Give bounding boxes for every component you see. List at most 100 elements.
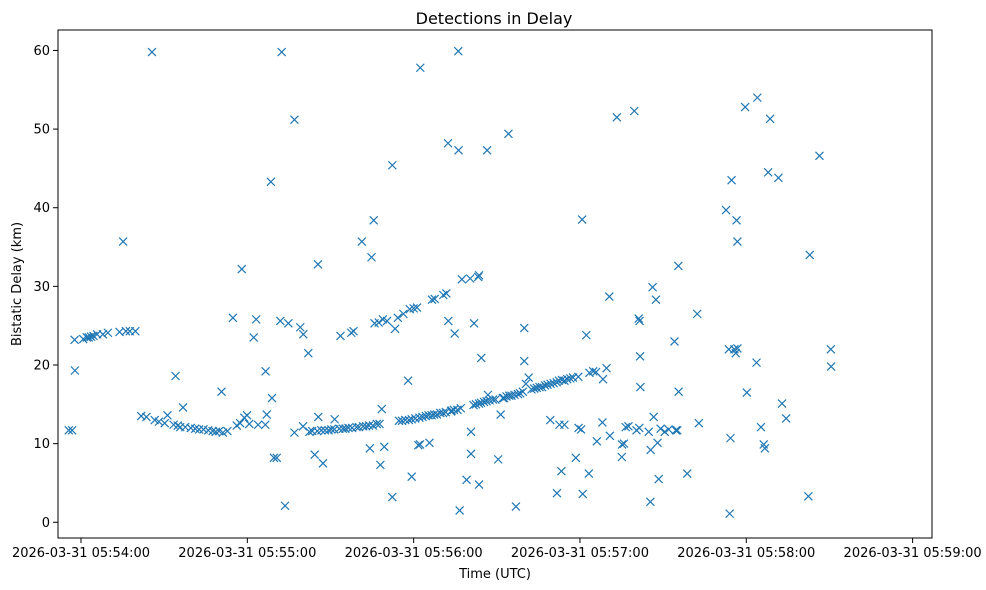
data-point <box>656 424 666 434</box>
data-point <box>171 371 180 381</box>
data-point <box>409 303 419 313</box>
data-point <box>398 309 408 319</box>
data-point <box>805 250 815 260</box>
data-point <box>482 145 492 155</box>
data-point <box>763 167 773 177</box>
data-point <box>694 418 704 428</box>
data-point <box>777 399 787 408</box>
data-point <box>726 433 735 443</box>
data-point <box>635 382 645 392</box>
data-point <box>147 47 157 57</box>
plot-area-frame <box>57 29 933 539</box>
data-point <box>644 427 654 437</box>
data-point <box>552 488 562 498</box>
x-axis-ticks: 2026-03-31 05:54:00 2026-03-31 05:55:00 20… <box>12 538 982 561</box>
data-point <box>673 261 683 271</box>
data-point <box>298 329 308 339</box>
data-point <box>653 438 663 448</box>
data-point <box>364 421 374 430</box>
data-point <box>592 436 602 446</box>
x-tick-label: 2026-03-31 05:55:00 <box>178 546 316 561</box>
data-point <box>499 393 509 403</box>
data-point <box>70 335 80 345</box>
data-point <box>313 259 323 269</box>
y-tick-label: 30 <box>33 280 50 295</box>
data-point <box>672 425 682 435</box>
y-tick-label: 60 <box>33 44 50 59</box>
data-point <box>103 328 113 338</box>
data-point <box>654 474 664 484</box>
data-point <box>154 417 164 427</box>
data-point <box>562 374 572 384</box>
data-point <box>496 410 506 419</box>
data-point <box>253 420 263 430</box>
data-point <box>511 502 521 511</box>
data-point <box>425 438 434 448</box>
data-point <box>510 390 519 400</box>
data-point <box>752 93 762 103</box>
data-point <box>272 453 282 463</box>
data-point <box>474 399 484 408</box>
data-point <box>262 410 272 419</box>
data-point <box>466 449 476 459</box>
data-point <box>86 332 96 342</box>
data-point <box>413 440 423 450</box>
data-point <box>377 404 387 414</box>
data-point <box>624 421 633 431</box>
y-tick-label: 0 <box>42 516 50 531</box>
data-point <box>671 425 681 435</box>
y-tick-label: 10 <box>33 437 50 452</box>
data-point <box>379 442 389 452</box>
data-point <box>649 412 659 422</box>
x-tick-label: 2026-03-31 05:57:00 <box>511 546 649 561</box>
data-point <box>560 376 569 386</box>
data-point <box>540 381 550 390</box>
data-point <box>453 46 463 56</box>
data-point <box>269 453 279 463</box>
data-point <box>493 454 503 464</box>
data-points <box>64 46 836 519</box>
data-point <box>160 418 170 428</box>
data-point <box>330 414 340 424</box>
data-point <box>556 466 566 476</box>
data-point <box>283 318 293 328</box>
data-point <box>217 387 226 397</box>
y-axis-label: Bistatic Delay (km) <box>10 222 25 346</box>
data-point <box>387 492 397 502</box>
data-point <box>374 318 384 327</box>
data-point <box>602 363 611 373</box>
data-point <box>574 423 583 433</box>
data-point <box>664 425 674 434</box>
data-point <box>393 313 403 323</box>
data-point <box>310 450 320 460</box>
data-point <box>456 403 466 413</box>
data-point <box>64 425 74 435</box>
data-point <box>280 501 290 511</box>
data-point <box>598 374 608 384</box>
data-point <box>732 344 742 353</box>
data-point <box>597 417 607 427</box>
data-point <box>298 421 308 431</box>
data-point <box>469 318 479 328</box>
data-point <box>476 398 486 408</box>
data-point <box>732 215 742 225</box>
data-point <box>760 443 770 453</box>
data-point <box>692 309 702 319</box>
data-point <box>454 145 463 155</box>
data-point <box>318 458 328 468</box>
x-tick-label: 2026-03-31 05:56:00 <box>345 546 483 561</box>
data-point <box>490 395 500 405</box>
data-point <box>222 426 232 436</box>
data-point <box>721 205 731 215</box>
data-point <box>560 420 569 430</box>
data-point <box>725 509 735 519</box>
data-point <box>403 376 413 386</box>
data-point <box>375 419 384 429</box>
data-point <box>303 348 313 358</box>
data-point <box>474 480 484 489</box>
chart-title: Detections in Delay <box>416 9 573 28</box>
data-point <box>369 215 379 225</box>
data-point <box>519 323 529 333</box>
data-point <box>375 460 385 470</box>
